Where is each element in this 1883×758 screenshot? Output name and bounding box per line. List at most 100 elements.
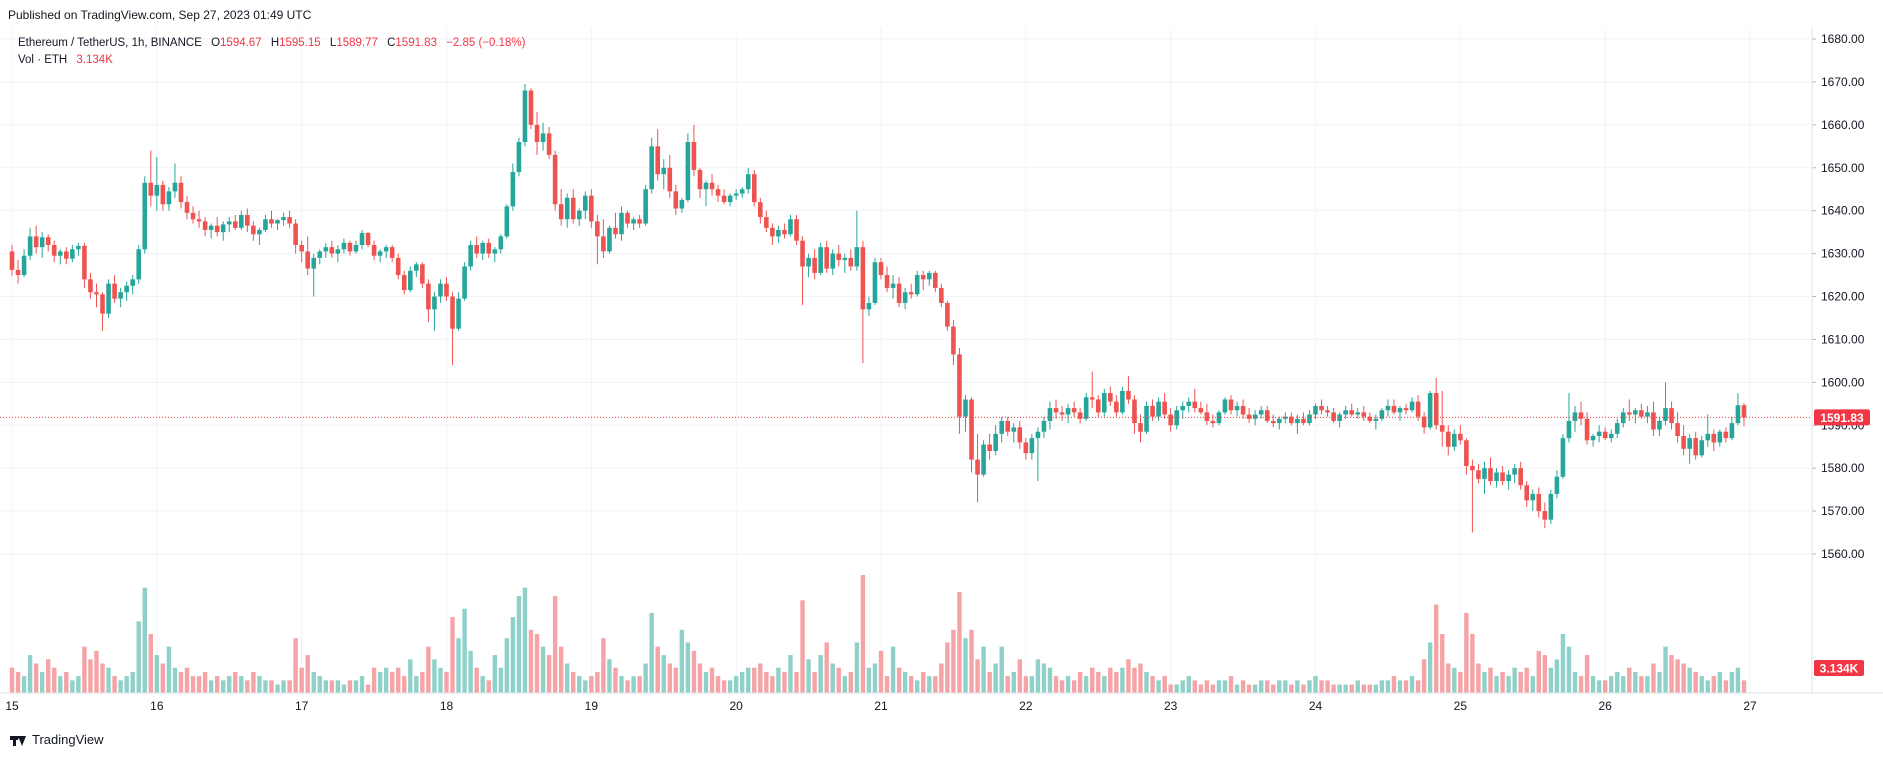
- candle-body: [1464, 440, 1469, 467]
- candle-body: [920, 275, 926, 280]
- candle-body: [323, 247, 329, 252]
- volume-bar: [1108, 667, 1113, 693]
- candle-body: [902, 292, 908, 303]
- candle-body: [516, 142, 522, 173]
- legend-close-value: 1591.83: [395, 37, 437, 49]
- volume-bar: [227, 676, 232, 693]
- candle: [1337, 412, 1342, 428]
- candle-body: [1512, 468, 1517, 475]
- candle-body: [1687, 438, 1692, 449]
- candle: [528, 88, 534, 130]
- candle-body: [1095, 399, 1101, 413]
- volume-bar: [1065, 676, 1071, 693]
- candle-body: [1295, 418, 1300, 424]
- candle-body: [1427, 393, 1433, 428]
- volume-bar: [1144, 671, 1149, 693]
- candle: [1089, 371, 1095, 409]
- volume-bar: [347, 680, 353, 693]
- candle: [1367, 412, 1373, 424]
- volume-bar: [124, 676, 129, 693]
- publish-info: Published on TradingView.com, Sep 27, 20…: [8, 8, 312, 22]
- candle: [836, 245, 842, 267]
- candle: [395, 253, 401, 280]
- candle: [733, 189, 739, 200]
- candle-body: [1222, 399, 1228, 413]
- volume-bar: [691, 650, 697, 693]
- candle: [1101, 388, 1107, 417]
- candle-body: [70, 249, 75, 259]
- volume-bar: [758, 663, 763, 693]
- chart-area[interactable]: 1560.001570.001580.001590.001600.001610.…: [0, 28, 1883, 718]
- candle: [715, 184, 721, 203]
- volume-bar: [727, 680, 733, 693]
- candle: [794, 214, 799, 245]
- candle: [552, 150, 558, 211]
- volume-bar: [625, 680, 630, 693]
- candle: [504, 204, 510, 239]
- last-price-label: 1591.83: [1820, 411, 1864, 425]
- candle-body: [1355, 412, 1361, 415]
- volume-bar: [1560, 634, 1566, 693]
- candle: [1240, 399, 1246, 419]
- volume-bar: [1433, 604, 1439, 693]
- volume-bar: [655, 646, 660, 693]
- candlestick-chart[interactable]: 1560.001570.001580.001590.001600.001610.…: [0, 28, 1883, 718]
- volume-bar: [830, 663, 835, 693]
- candle-body: [709, 182, 715, 190]
- candle: [359, 229, 365, 250]
- volume-bar: [1578, 676, 1584, 693]
- candle: [1391, 399, 1397, 415]
- candle-body: [981, 444, 986, 475]
- x-tick-label: 27: [1743, 699, 1757, 713]
- volume-bar: [866, 667, 872, 693]
- candle: [305, 236, 311, 276]
- x-tick-label: 20: [729, 699, 743, 713]
- volume-bar: [534, 634, 540, 693]
- volume-bar: [46, 659, 51, 693]
- candle-body: [993, 433, 998, 451]
- candle-body: [492, 249, 498, 254]
- volume-bar: [1174, 684, 1179, 693]
- candle-body: [341, 242, 347, 250]
- candle-body: [691, 142, 697, 170]
- candle: [1614, 418, 1620, 439]
- candle: [619, 206, 624, 241]
- candle: [124, 281, 129, 301]
- volume-bar: [305, 655, 310, 693]
- candle-body: [1433, 393, 1439, 426]
- candle-body: [969, 399, 974, 460]
- candle-body: [118, 292, 123, 299]
- candle: [172, 163, 178, 198]
- candle: [1295, 414, 1300, 434]
- candle-body: [655, 146, 661, 175]
- x-tick-label: 15: [5, 699, 19, 713]
- candle: [1017, 420, 1023, 449]
- candle: [709, 174, 715, 196]
- candle: [745, 167, 751, 194]
- candle: [1108, 386, 1113, 406]
- volume-bar: [21, 676, 27, 693]
- volume-bar: [1687, 667, 1692, 693]
- legend-vol-label: Vol · ETH: [18, 54, 68, 66]
- candle: [1675, 412, 1680, 443]
- candle: [365, 232, 371, 248]
- volume-bar: [492, 655, 497, 693]
- candle-body: [64, 251, 69, 259]
- candle: [558, 189, 564, 226]
- candle: [764, 210, 769, 233]
- candle: [546, 126, 552, 160]
- candle: [1361, 405, 1367, 421]
- volume-bar: [1307, 680, 1312, 693]
- candle: [914, 270, 920, 297]
- candle-body: [1083, 397, 1089, 419]
- volume-bar: [836, 667, 841, 693]
- candle-body: [1198, 408, 1204, 413]
- candle-body: [1699, 440, 1705, 456]
- candle-body: [1409, 401, 1415, 411]
- candle-body: [878, 262, 884, 276]
- candle: [703, 180, 709, 207]
- candle: [933, 270, 938, 293]
- candle-body: [1439, 425, 1445, 432]
- volume-bar: [564, 663, 570, 693]
- candle: [776, 225, 781, 243]
